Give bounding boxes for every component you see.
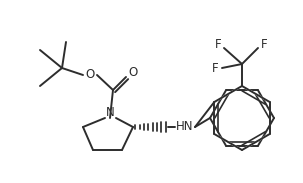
Text: O: O <box>128 66 138 79</box>
Text: F: F <box>215 38 221 51</box>
Text: F: F <box>212 61 218 74</box>
Text: O: O <box>85 68 95 81</box>
Text: F: F <box>261 38 267 51</box>
Text: N: N <box>106 106 114 119</box>
Text: HN: HN <box>176 120 194 134</box>
